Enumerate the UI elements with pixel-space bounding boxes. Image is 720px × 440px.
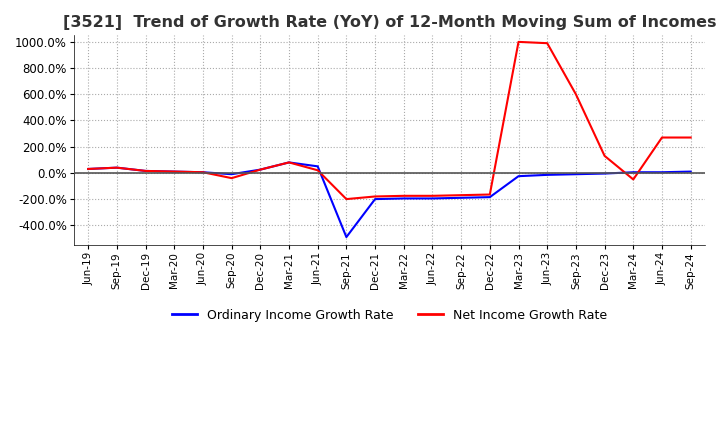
Net Income Growth Rate [485, 192, 494, 197]
Net Income Growth Rate [686, 135, 695, 140]
Net Income Growth Rate [112, 165, 121, 170]
Title: [3521]  Trend of Growth Rate (YoY) of 12-Month Moving Sum of Incomes: [3521] Trend of Growth Rate (YoY) of 12-… [63, 15, 716, 30]
Ordinary Income Growth Rate [112, 165, 121, 170]
Net Income Growth Rate [170, 169, 179, 174]
Ordinary Income Growth Rate [686, 169, 695, 174]
Legend: Ordinary Income Growth Rate, Net Income Growth Rate: Ordinary Income Growth Rate, Net Income … [166, 304, 612, 327]
Ordinary Income Growth Rate [543, 172, 552, 177]
Net Income Growth Rate [313, 168, 322, 173]
Ordinary Income Growth Rate [514, 173, 523, 179]
Net Income Growth Rate [600, 153, 609, 158]
Net Income Growth Rate [456, 193, 465, 198]
Ordinary Income Growth Rate [84, 166, 92, 172]
Net Income Growth Rate [371, 194, 379, 199]
Ordinary Income Growth Rate [342, 235, 351, 240]
Net Income Growth Rate [199, 169, 207, 175]
Ordinary Income Growth Rate [400, 196, 408, 201]
Ordinary Income Growth Rate [284, 160, 293, 165]
Ordinary Income Growth Rate [199, 169, 207, 175]
Net Income Growth Rate [256, 167, 265, 172]
Net Income Growth Rate [657, 135, 666, 140]
Line: Ordinary Income Growth Rate: Ordinary Income Growth Rate [88, 162, 690, 237]
Ordinary Income Growth Rate [629, 169, 638, 175]
Net Income Growth Rate [284, 160, 293, 165]
Ordinary Income Growth Rate [313, 164, 322, 169]
Ordinary Income Growth Rate [572, 172, 580, 177]
Ordinary Income Growth Rate [228, 172, 236, 177]
Ordinary Income Growth Rate [428, 196, 437, 201]
Net Income Growth Rate [141, 168, 150, 173]
Ordinary Income Growth Rate [600, 171, 609, 176]
Net Income Growth Rate [543, 40, 552, 46]
Net Income Growth Rate [84, 166, 92, 172]
Net Income Growth Rate [514, 39, 523, 44]
Ordinary Income Growth Rate [456, 195, 465, 201]
Net Income Growth Rate [629, 177, 638, 182]
Net Income Growth Rate [572, 92, 580, 97]
Line: Net Income Growth Rate: Net Income Growth Rate [88, 42, 690, 199]
Net Income Growth Rate [428, 193, 437, 198]
Ordinary Income Growth Rate [485, 194, 494, 200]
Ordinary Income Growth Rate [657, 169, 666, 175]
Net Income Growth Rate [228, 176, 236, 181]
Net Income Growth Rate [400, 193, 408, 198]
Ordinary Income Growth Rate [371, 196, 379, 202]
Ordinary Income Growth Rate [170, 169, 179, 174]
Ordinary Income Growth Rate [256, 167, 265, 172]
Ordinary Income Growth Rate [141, 168, 150, 173]
Net Income Growth Rate [342, 196, 351, 202]
